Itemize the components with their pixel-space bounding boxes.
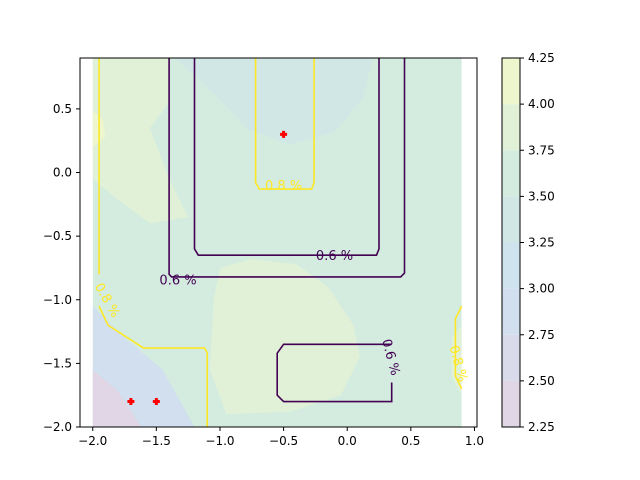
colorbar-tick-label: 2.25 <box>528 420 555 434</box>
colorbar-tick-label: 3.75 <box>528 143 555 157</box>
contour-label: 0.8 % <box>265 179 302 194</box>
x-axis: −2.0 −1.5 −1.0 −0.5 0.0 0.5 1.0 <box>78 427 484 448</box>
colorbar-band <box>502 104 520 151</box>
colorbar-band <box>502 380 520 427</box>
axes-frame <box>79 57 478 428</box>
x-tick-label: −2.0 <box>78 434 107 448</box>
contour-label-group: 0.8 % <box>265 179 302 194</box>
contour-line-0-segment-0 <box>168 58 406 278</box>
colorbar-tick-label: 2.50 <box>528 374 555 388</box>
colorbar-tick-label: 3.00 <box>528 282 555 296</box>
colorbar-band <box>502 196 520 243</box>
contour-line-0-segment-1 <box>193 58 380 256</box>
contour-label-group: 0.6 % <box>316 249 353 264</box>
x-tick-label: −1.0 <box>205 434 234 448</box>
contour-label: 0.6 % <box>316 249 353 264</box>
contour-label-group: 0.6 % <box>159 273 196 288</box>
point-marker <box>152 398 160 406</box>
colorbar-bands <box>502 58 520 427</box>
field-level-highest-region <box>451 325 462 396</box>
field-level-high-region-center <box>209 259 360 415</box>
x-tick-label: 0.0 <box>338 434 357 448</box>
contour-line-0-segment-2 <box>276 343 393 403</box>
field-level-mid-region <box>175 58 373 145</box>
x-tick-label: 1.0 <box>465 434 484 448</box>
colorbar-band <box>502 150 520 197</box>
colorbar-band <box>502 242 520 289</box>
contour-line-1-segment-2 <box>98 305 208 427</box>
colorbar: 4.25 4.00 3.75 3.50 3.25 3.00 2.75 2.50 2.25 <box>501 51 555 434</box>
colorbar-tick-label: 3.25 <box>528 236 555 250</box>
y-tick-label: 0.0 <box>53 166 72 180</box>
colorbar-tick-label: 4.00 <box>528 97 555 111</box>
plot-area: 0.6 %0.6 %0.6 %0.8 %0.8 %0.8 % −2.0 −1.5−… <box>43 57 484 448</box>
point-marker <box>280 130 288 138</box>
y-tick-label: 0.5 <box>53 102 72 116</box>
y-tick-label: −1.5 <box>43 356 72 370</box>
colorbar-tick-label: 4.25 <box>528 51 555 65</box>
colorbar-tick-label: 2.75 <box>528 328 555 342</box>
contour-label: 0.6 % <box>159 273 196 288</box>
y-axis: 0.5 0.0 −0.5 −1.0 −1.5 −2.0 <box>43 102 80 434</box>
field-level-lower-region <box>92 369 142 427</box>
contour-line-1-segment-0 <box>254 58 315 190</box>
contour-line-1-segment-3 <box>454 305 463 390</box>
colorbar-tick-label: 3.50 <box>528 189 555 203</box>
contour-lines <box>98 58 463 427</box>
point-markers <box>127 130 288 406</box>
field-level-high-region-upper <box>92 58 189 224</box>
point-marker <box>127 398 135 406</box>
colorbar-band <box>502 58 520 105</box>
x-tick-label: −1.5 <box>142 434 171 448</box>
colorbar-ticks: 4.25 4.00 3.75 3.50 3.25 3.00 2.75 2.50 2.25 <box>520 51 555 434</box>
filled-contour-field <box>92 58 462 427</box>
colorbar-band <box>502 334 520 381</box>
x-tick-label: 0.5 <box>401 434 420 448</box>
colorbar-band <box>502 288 520 335</box>
x-tick-label: −0.5 <box>269 434 298 448</box>
y-tick-label: −1.0 <box>43 293 72 307</box>
y-tick-label: −2.0 <box>43 420 72 434</box>
y-tick-label: −0.5 <box>43 229 72 243</box>
